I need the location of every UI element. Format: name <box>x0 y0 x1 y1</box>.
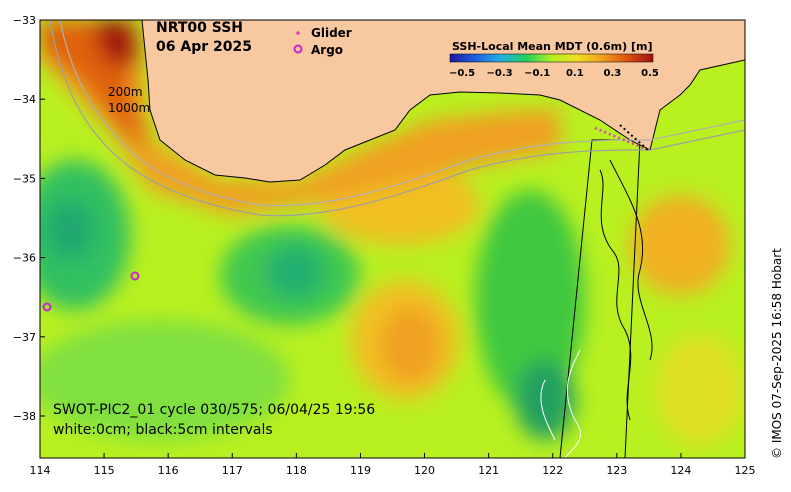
ssh-band-121 <box>475 190 585 410</box>
ssh-coastal-max <box>95 20 140 70</box>
colorbar-tick-label: −0.3 <box>487 68 513 79</box>
y-tick-label: −35 <box>13 172 36 185</box>
isobath-label-1000m: 1000m <box>108 101 150 115</box>
y-axis: −33 −34 −35 −36 −37 −38 <box>13 14 45 423</box>
map-date: 06 Apr 2025 <box>156 39 252 55</box>
isobath-1000m <box>49 20 745 217</box>
ssh-leeuwin-current <box>40 20 560 215</box>
argo-legend-label: Argo <box>311 43 343 57</box>
x-tick-label: 118 <box>286 464 307 477</box>
colorbar-tick-label: 0.5 <box>641 68 659 79</box>
colorbar: SSH-Local Mean MDT (0.6m) [m] −0.5 −0.3 −0… <box>449 40 659 79</box>
ssh-field <box>40 20 745 445</box>
x-tick-label: 122 <box>542 464 563 477</box>
argo-floats <box>42 271 140 312</box>
ssh-high-124 <box>630 195 730 295</box>
argo-marker-icon <box>293 44 303 54</box>
x-tick-label: 121 <box>478 464 499 477</box>
glider-marker-icon <box>296 31 300 35</box>
argo-float <box>130 271 140 281</box>
x-tick-label: 116 <box>158 464 179 477</box>
argo-float <box>42 302 52 312</box>
x-tick-label: 120 <box>414 464 435 477</box>
swot-cycle-info: SWOT-PIC2_01 cycle 030/575; 06/04/25 19:… <box>53 402 375 418</box>
glider-path-black <box>619 124 649 151</box>
y-tick-label: −34 <box>13 93 36 106</box>
plot-area <box>40 20 745 458</box>
swot-contour-2 <box>609 159 653 361</box>
isobath-label-200m: 200m <box>108 85 143 99</box>
ssh-low-122 <box>515 360 575 440</box>
ssh-se-yellow <box>655 335 745 445</box>
x-tick-label: 123 <box>606 464 627 477</box>
swot-contour-info: white:0cm; black:5cm intervals <box>53 422 273 438</box>
x-axis: 114 115 116 117 118 119 120 121 122 123 124 125 <box>30 453 756 477</box>
x-tick-label: 125 <box>735 464 756 477</box>
ssh-high-119-core <box>380 307 440 383</box>
glider-legend-label: Glider <box>311 26 352 40</box>
ssh-sw-green <box>40 320 290 440</box>
isobath-200m <box>59 20 745 207</box>
marker-legend: Glider Argo <box>293 26 352 57</box>
x-tick-label: 124 <box>670 464 691 477</box>
glider-track <box>594 124 649 152</box>
swot-contour-white-1 <box>564 349 581 458</box>
y-tick-label: −33 <box>13 14 36 27</box>
x-tick-label: 115 <box>94 464 115 477</box>
colorbar-tick-label: −0.5 <box>449 68 475 79</box>
credit-label: © IMOS 07-Sep-2025 16:58 Hobart <box>770 248 784 459</box>
ssh-low-west-core <box>45 200 95 260</box>
colorbar-tick-label: 0.3 <box>604 68 622 79</box>
y-tick-label: −37 <box>13 331 36 344</box>
x-tick-label: 114 <box>30 464 51 477</box>
colorbar-ticks: −0.5 −0.3 −0.1 0.1 0.3 0.5 <box>449 68 659 79</box>
colorbar-tick-label: 0.1 <box>566 68 584 79</box>
swot-contour-white-2 <box>540 379 556 441</box>
x-tick-label: 119 <box>350 464 371 477</box>
colorbar-title: SSH-Local Mean MDT (0.6m) [m] <box>452 40 652 53</box>
plot-frame <box>39 19 746 459</box>
y-tick-label: −36 <box>13 252 36 265</box>
ssh-eddy-118-core <box>265 244 325 300</box>
colorbar-tick-label: −0.1 <box>524 68 550 79</box>
colorbar-bar <box>449 53 654 63</box>
swot-contour-1 <box>599 169 632 421</box>
x-tick-label: 117 <box>222 464 243 477</box>
product-title: NRT00 SSH <box>156 20 243 36</box>
y-tick-label: −38 <box>13 410 36 423</box>
